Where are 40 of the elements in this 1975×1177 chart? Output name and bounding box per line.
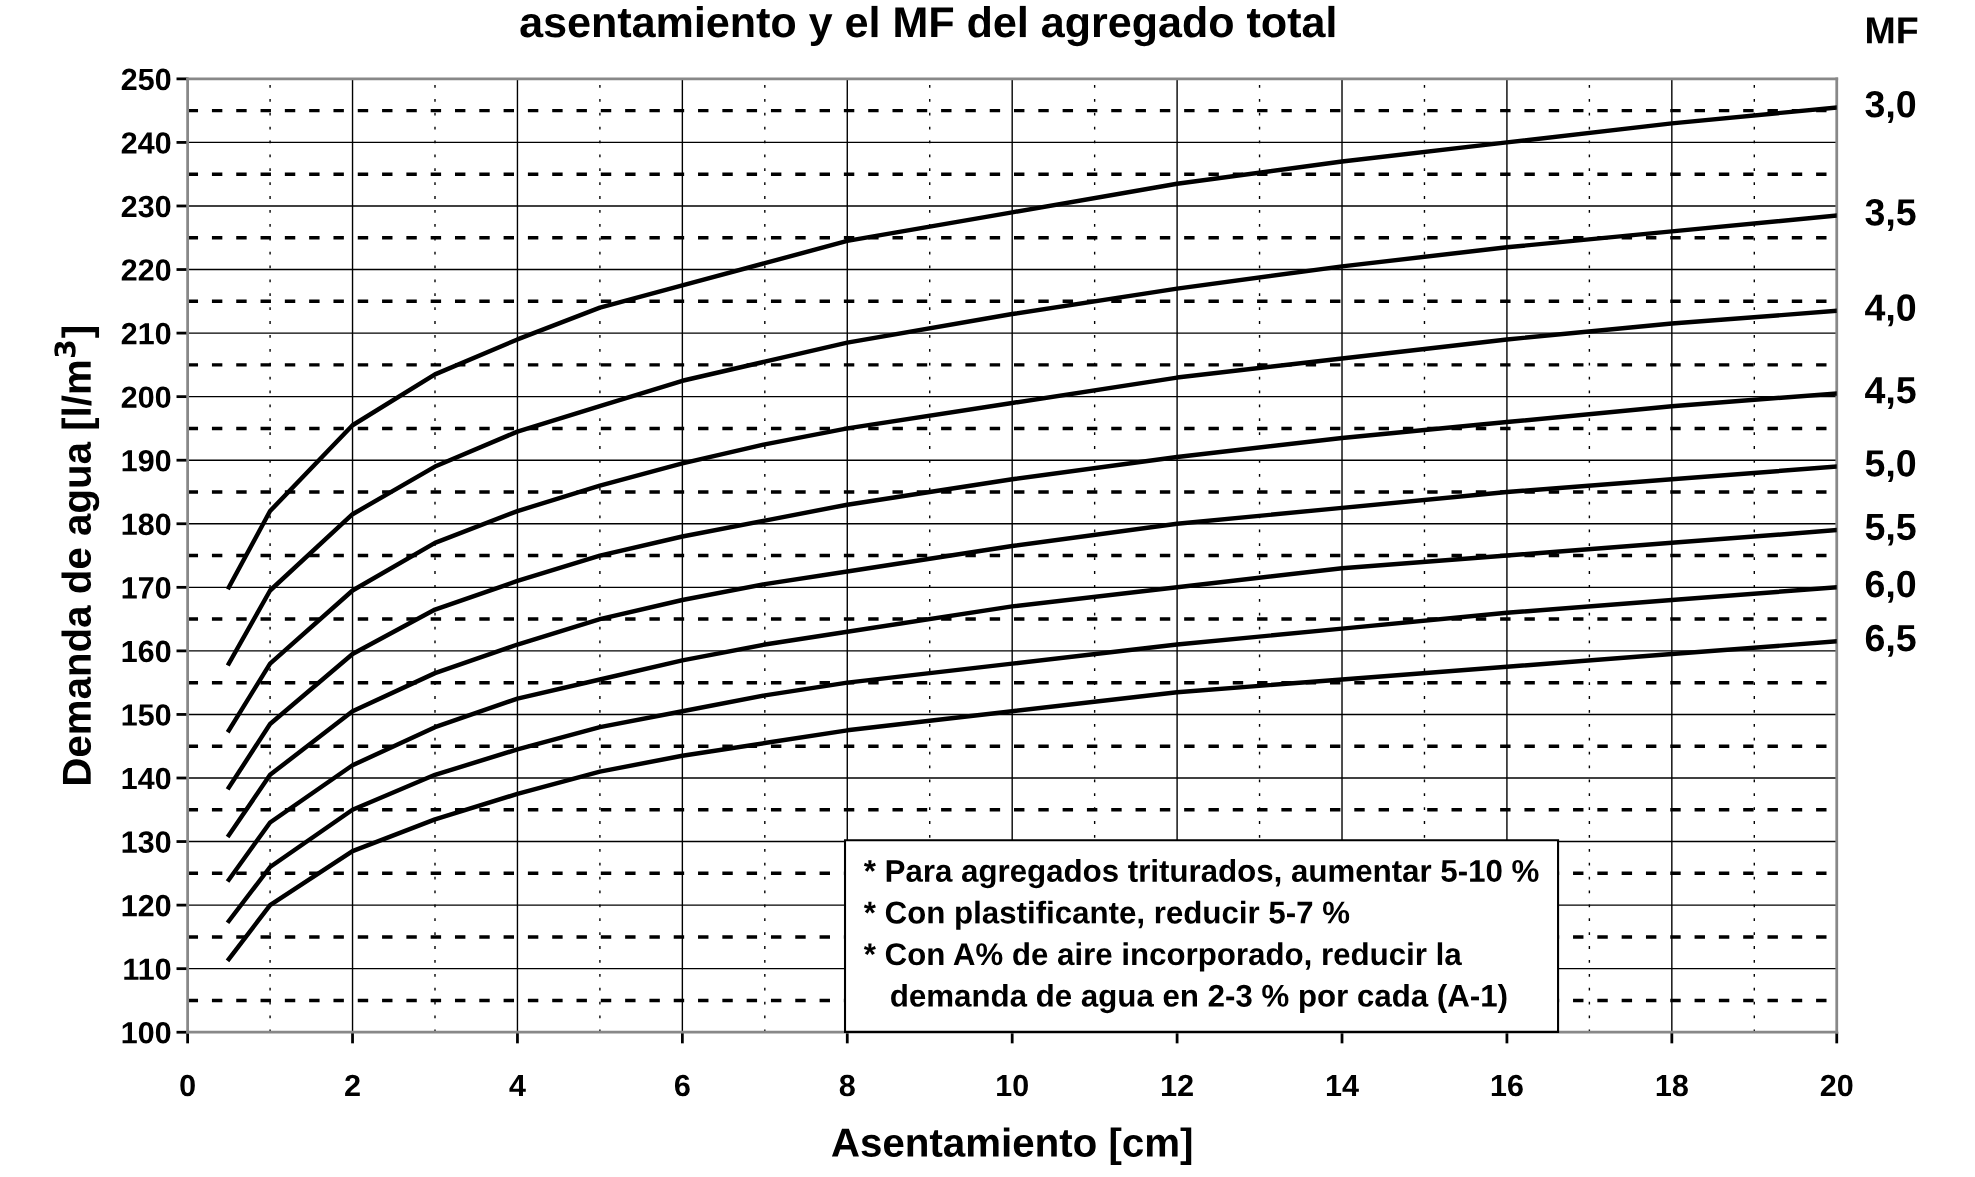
annotation: * Para agregados triturados, aumentar 5-10 % * Con plastificante, reducir 5-7 % * Con A% de aire incorporado, reducir la demanda de agua en 2-3 % por cada (A-1) — [863, 859, 1539, 1014]
x-tick-label: 4 — [509, 1075, 526, 1097]
x-tick-label: 18 — [1656, 1074, 1688, 1097]
x-tick-label: 14 — [1326, 1075, 1359, 1097]
series-label: 3,5 — [1865, 199, 1916, 232]
y-axis-title: Demanda de agua [l/m$^{3}$] — [54, 326, 100, 785]
y-tick-label: 210 — [121, 322, 171, 345]
x-tick-label: 20 — [1820, 1074, 1853, 1097]
y-tick-label: 170 — [122, 577, 171, 599]
y-tick-label: 200 — [121, 386, 171, 409]
series-label: 5,0 — [1865, 450, 1916, 483]
y-tick-label: 240 — [121, 132, 171, 154]
y-tick-label: 190 — [122, 449, 171, 472]
y-tick-label: 230 — [121, 195, 171, 218]
y-tick-label: 140 — [122, 767, 171, 790]
y-tick-label: 180 — [122, 513, 171, 536]
series-label: 3,0 — [1865, 90, 1916, 123]
y-tick-label: 100 — [122, 1021, 171, 1044]
x-tick-label: 6 — [674, 1074, 690, 1097]
series-label: 4,0 — [1865, 294, 1916, 327]
series-label: 6,0 — [1865, 570, 1916, 603]
x-tick-label: 10 — [997, 1074, 1028, 1097]
chart-title: asentamiento y el MF del agregado total — [520, 5, 1335, 47]
y-tick-label: 130 — [122, 831, 171, 853]
x-tick-label: 8 — [839, 1074, 855, 1097]
y-tick-label: 120 — [122, 894, 171, 917]
x-tick-label: 0 — [180, 1074, 195, 1097]
y-tick-label: 150 — [122, 704, 171, 726]
x-tick-label: 16 — [1491, 1074, 1523, 1097]
y-tick-label: 220 — [121, 259, 171, 281]
series-label: 4,5 — [1865, 377, 1916, 409]
legend-title: MF — [1867, 17, 1918, 44]
y-tick-label: 110 — [124, 958, 171, 981]
y-tick-label: 250 — [121, 68, 171, 91]
series-label: 6,5 — [1865, 624, 1916, 657]
x-axis-title: Asentamiento [cm] — [831, 1127, 1192, 1165]
x-tick-label: 12 — [1162, 1074, 1193, 1097]
series-label: 5,5 — [1865, 514, 1916, 546]
x-tick-label: 2 — [345, 1074, 360, 1097]
y-tick-label: 160 — [122, 640, 171, 663]
